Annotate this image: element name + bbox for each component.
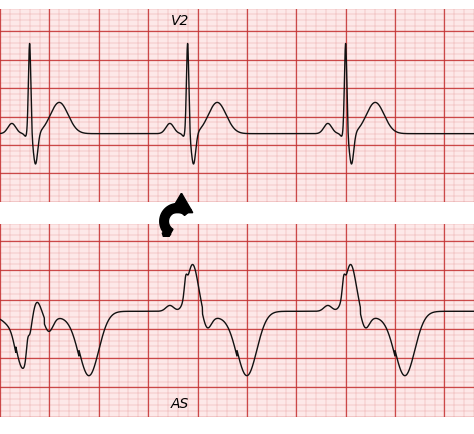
Polygon shape: [162, 233, 171, 241]
Text: V2: V2: [171, 14, 189, 29]
Polygon shape: [170, 193, 193, 213]
Polygon shape: [160, 204, 191, 237]
Text: AS: AS: [171, 397, 189, 411]
